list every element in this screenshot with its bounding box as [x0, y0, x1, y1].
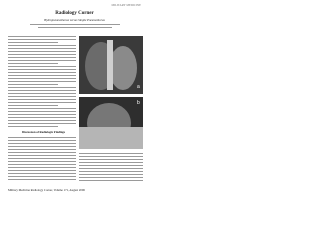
text-line [8, 60, 76, 61]
text-line [8, 51, 76, 52]
subtitle: Hydropneumothorax versus Simple Pneumoth… [44, 18, 105, 22]
text-line [8, 108, 76, 109]
text-line [8, 99, 76, 100]
text-line [8, 123, 76, 124]
text-line [8, 78, 76, 79]
text-line [79, 177, 143, 178]
text-line [8, 48, 76, 49]
text-line [8, 167, 76, 168]
text-line [8, 164, 76, 165]
text-line [8, 72, 76, 73]
text-line [8, 161, 76, 162]
title: Radiology Corner [55, 11, 94, 16]
authors-line [38, 27, 112, 28]
text-line [8, 54, 76, 55]
text-line [8, 120, 76, 121]
text-line [8, 137, 76, 138]
text-line [79, 162, 143, 163]
text-line [8, 176, 76, 177]
text-line [8, 93, 76, 94]
page: MILITARY MEDICINE Radiology Corner Hydro… [0, 0, 149, 198]
journal-name: MILITARY MEDICINE [111, 3, 141, 7]
text-line [8, 90, 76, 91]
text-line [8, 149, 76, 150]
text-line [79, 165, 143, 166]
xray-b [79, 97, 143, 149]
text-line [79, 168, 143, 169]
text-line [8, 102, 76, 103]
text-line [79, 180, 143, 181]
text-line [8, 143, 76, 144]
text-line [8, 179, 76, 180]
text-line [8, 173, 76, 174]
text-line [8, 57, 76, 58]
text-line [8, 69, 76, 70]
text-line [8, 39, 76, 40]
text-line [8, 111, 76, 112]
text-line [8, 63, 58, 64]
text-line [79, 171, 143, 172]
text-line [8, 140, 76, 141]
text-line [8, 96, 76, 97]
text-line [8, 146, 76, 147]
text-line [8, 170, 76, 171]
text-line [8, 45, 76, 46]
footer: Military Medicine Radiology Corner, Volu… [8, 188, 85, 192]
text-line [8, 117, 76, 118]
text-line [8, 152, 76, 153]
section-heading: Discussion of Radiologic Findings [22, 130, 66, 134]
text-line [8, 114, 76, 115]
text-line [8, 87, 76, 88]
text-line [8, 81, 76, 82]
figure-label: a [137, 84, 140, 90]
text-line [79, 159, 143, 160]
text-line [8, 42, 58, 43]
text-line [8, 126, 58, 127]
text-line [79, 153, 143, 154]
figure-label: b [137, 100, 140, 106]
text-line [8, 75, 76, 76]
text-line [8, 84, 58, 85]
text-line [79, 156, 143, 157]
text-line [8, 105, 58, 106]
text-line [79, 174, 143, 175]
authors-line [30, 24, 120, 25]
text-line [8, 155, 76, 156]
text-line [8, 36, 76, 37]
text-line [8, 66, 76, 67]
xray-a [79, 36, 143, 94]
text-line [8, 158, 76, 159]
